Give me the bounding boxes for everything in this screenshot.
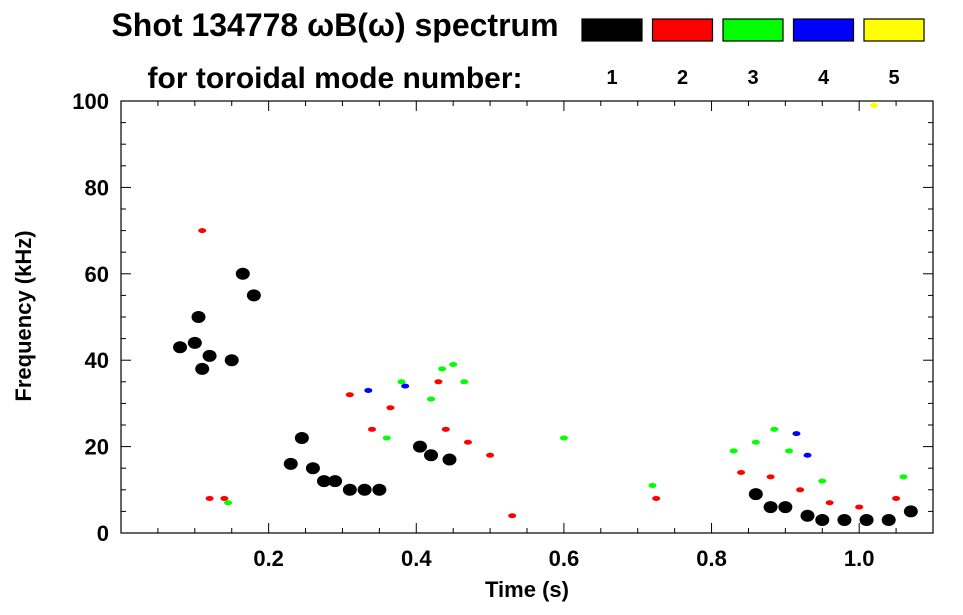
chart-subtitle: for toroidal mode number: <box>148 62 523 95</box>
mode-1-point <box>800 509 815 522</box>
mode-2-point <box>855 504 864 510</box>
mode-1-point <box>195 362 210 375</box>
mode-1-point <box>903 505 918 518</box>
y-tick-label: 40 <box>85 348 109 373</box>
mode-2-point <box>652 495 661 501</box>
mode-2-point <box>766 474 775 480</box>
legend-label-2: 2 <box>677 67 688 89</box>
mode-1-point <box>357 483 372 496</box>
mode-3-point <box>785 448 794 454</box>
mode-2-point <box>486 452 495 458</box>
legend-label-1: 1 <box>606 67 617 89</box>
mode-1-point <box>317 475 331 488</box>
mode-4-point <box>364 387 373 393</box>
y-tick-label: 100 <box>72 89 109 114</box>
y-tick-label: 80 <box>85 175 109 200</box>
mode-1-point <box>342 483 357 496</box>
x-tick-label: 0.4 <box>401 546 432 571</box>
legend-swatch-2 <box>651 18 714 42</box>
mode-4-point <box>803 452 812 458</box>
mode-2-point <box>434 379 443 385</box>
mode-2-point <box>345 392 354 398</box>
mode-1-point <box>235 267 250 280</box>
mode-1-point <box>815 514 830 527</box>
y-tick-label: 20 <box>85 435 109 460</box>
x-tick-label: 1.0 <box>844 546 875 571</box>
mode-1-point <box>187 336 202 349</box>
mode-1-point <box>859 514 874 527</box>
mode-2-point <box>205 495 214 501</box>
y-tick-label: 0 <box>97 521 109 546</box>
mode-2-point <box>198 228 207 234</box>
mode-3-point <box>818 478 827 484</box>
legend-swatch-1 <box>581 18 643 42</box>
mode-1-point <box>778 501 793 514</box>
mode-3-point <box>397 379 406 385</box>
mode-1-point <box>305 462 320 475</box>
mode-1-point <box>442 453 457 466</box>
mode-1-point <box>173 341 188 354</box>
mode-3-point <box>899 474 908 480</box>
y-tick-label: 60 <box>85 262 109 287</box>
mode-1-point <box>763 501 778 514</box>
mode-1-point <box>372 483 387 496</box>
x-tick-label: 0.8 <box>696 546 727 571</box>
mode-1-point <box>224 354 239 367</box>
x-tick-label: 0.2 <box>253 546 284 571</box>
legend-swatch-3 <box>722 18 784 42</box>
mode-2-point <box>796 487 805 493</box>
legend-label-4: 4 <box>818 67 830 89</box>
x-axis-label: Time (s) <box>485 577 569 602</box>
legend-label-3: 3 <box>747 67 758 89</box>
legend: 1 2 3 4 5 <box>581 18 925 89</box>
chart-title: Shot 134778 ωB(ω) spectrum <box>111 7 558 43</box>
mode-3-point <box>382 435 391 441</box>
mode-1-point <box>294 431 309 444</box>
mode-2-point <box>220 495 229 501</box>
mode-1-point <box>748 488 763 501</box>
mode-3-point <box>449 362 458 368</box>
mode-1-point <box>202 349 217 362</box>
mode-2-point <box>825 500 834 506</box>
mode-1-point <box>283 457 298 470</box>
data-marks <box>173 102 918 527</box>
mode-2-point <box>441 426 450 432</box>
mode-1-point <box>328 475 343 488</box>
mode-3-point <box>559 435 568 441</box>
mode-3-point <box>460 379 469 385</box>
mode-2-point <box>892 495 901 501</box>
y-axis-label: Frequency (kHz) <box>11 230 36 401</box>
mode-1-point <box>837 514 852 527</box>
mode-1-point <box>881 514 896 527</box>
mode-4-point <box>401 383 410 389</box>
mode-2-point <box>508 513 517 519</box>
axes: 0 20 40 60 80 100 0.2 0.4 0.6 0.8 1.0 <box>72 89 934 571</box>
legend-label-5: 5 <box>888 67 899 89</box>
mode-2-point <box>737 470 746 476</box>
mode-3-point <box>751 439 760 445</box>
mode-3-point <box>224 500 233 506</box>
mode-4-point <box>792 431 801 437</box>
legend-swatch-5 <box>863 18 925 42</box>
mode-1-point <box>424 449 439 462</box>
x-tick-label: 0.6 <box>549 546 580 571</box>
mode-5-point <box>869 102 878 108</box>
legend-swatch-4 <box>792 18 855 42</box>
mode-2-point <box>367 426 376 432</box>
mode-2-point <box>386 405 395 411</box>
mode-1-point <box>412 440 427 453</box>
mode-3-point <box>438 366 447 372</box>
mode-1-point <box>246 289 261 302</box>
mode-3-point <box>770 426 779 432</box>
mode-3-point <box>427 396 436 402</box>
plot-frame <box>120 100 934 534</box>
mode-3-point <box>648 482 657 488</box>
mode-3-point <box>729 448 738 454</box>
mode-1-point <box>191 311 206 323</box>
mode-2-point <box>463 439 472 445</box>
